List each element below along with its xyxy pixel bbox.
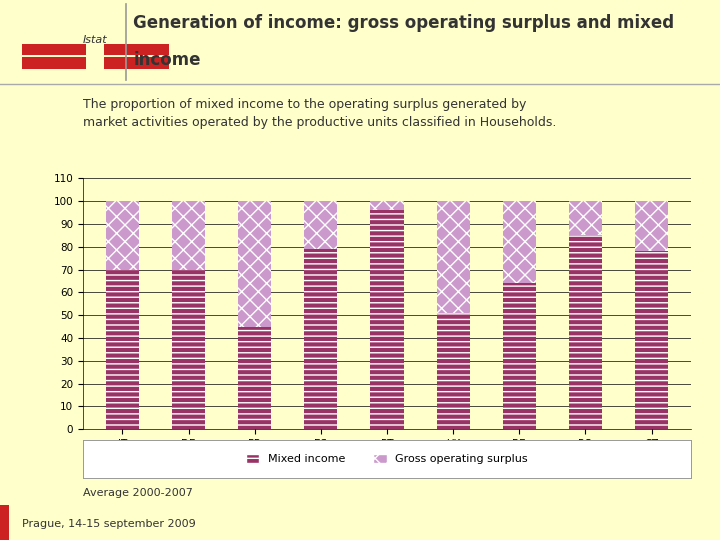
Bar (635, 251, 668, 429)
Bar (569, 201, 602, 235)
Bar (172, 269, 205, 429)
Bar (371, 210, 403, 429)
Text: Prague, 14-15 september 2009: Prague, 14-15 september 2009 (22, 519, 195, 529)
Bar (305, 249, 338, 429)
Text: Generation of income: gross operating surplus and mixed: Generation of income: gross operating su… (133, 15, 675, 32)
Bar (569, 235, 602, 429)
Bar (371, 201, 403, 210)
Bar (106, 269, 139, 429)
Bar (305, 249, 338, 429)
Bar (305, 201, 338, 249)
Bar (22, 57, 86, 69)
Bar (503, 201, 536, 283)
Bar (22, 44, 86, 55)
Bar (635, 201, 668, 251)
Bar (436, 313, 469, 429)
Bar (172, 269, 205, 429)
Bar (436, 313, 469, 429)
Bar (503, 283, 536, 429)
Bar (371, 201, 403, 210)
Bar (238, 201, 271, 327)
Bar (0, 505, 9, 540)
Bar (371, 210, 403, 429)
Bar (503, 283, 536, 429)
Text: The proportion of mixed income to the operating surplus generated by
market acti: The proportion of mixed income to the op… (83, 98, 556, 129)
Bar (238, 327, 271, 429)
Bar (635, 201, 668, 251)
Bar (106, 201, 139, 269)
Bar (238, 201, 271, 327)
Bar (106, 201, 139, 269)
Bar (106, 269, 139, 429)
Bar (104, 44, 169, 55)
Legend: Mixed income, Gross operating surplus: Mixed income, Gross operating surplus (241, 449, 533, 469)
Bar (436, 201, 469, 313)
Bar (635, 251, 668, 429)
Text: Istat: Istat (83, 35, 107, 45)
Bar (503, 201, 536, 283)
Bar (436, 201, 469, 313)
Text: Average 2000-2007: Average 2000-2007 (83, 488, 193, 498)
Bar (172, 201, 205, 269)
Bar (238, 327, 271, 429)
Bar (305, 201, 338, 249)
Bar (104, 57, 169, 69)
Bar (569, 201, 602, 235)
Text: income: income (133, 51, 201, 69)
Bar (172, 201, 205, 269)
Bar (569, 235, 602, 429)
